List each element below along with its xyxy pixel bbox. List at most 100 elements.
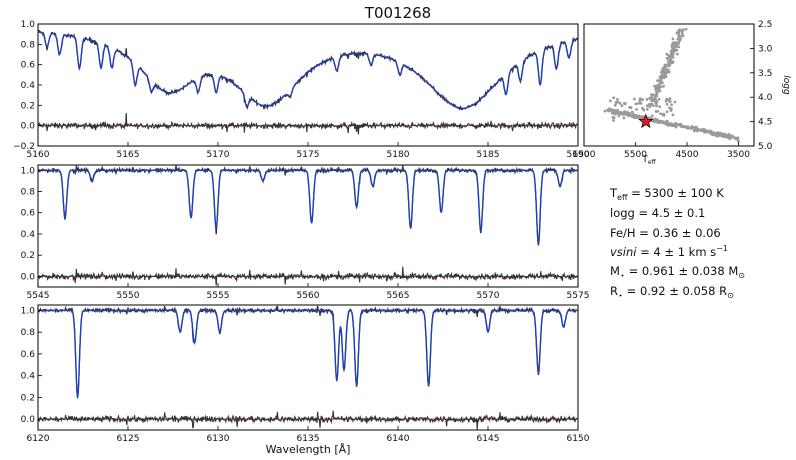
x-tick-label: 6120 — [27, 434, 50, 444]
y-tick-label: 0.2 — [21, 101, 35, 111]
hr-point — [618, 102, 622, 105]
residual-series — [37, 112, 579, 135]
hr-y-tick-label: 4.0 — [758, 93, 773, 103]
x-tick-label: 6130 — [207, 434, 230, 444]
hr-point — [645, 98, 649, 101]
model-spectrum — [38, 169, 578, 245]
param-vsini: vsini = 4 ± 1 km s−1 — [610, 244, 728, 259]
x-tick-label: 5170 — [207, 150, 230, 160]
hr-point — [676, 37, 680, 41]
hr-point — [657, 97, 661, 101]
x-tick-label: 5545 — [27, 291, 50, 301]
hr-point — [661, 70, 665, 74]
hr-y-tick-label: 5.0 — [758, 142, 773, 152]
hr-point — [675, 31, 679, 35]
x-tick-label: 5560 — [297, 291, 320, 301]
hr-point — [677, 34, 681, 38]
hr-point — [638, 114, 641, 118]
hr-x-tick-label: 4500 — [676, 150, 699, 160]
x-tick-label: 5190 — [567, 150, 590, 160]
hr-point — [620, 104, 624, 108]
hr-diagram: 6500 5500 4500 3500 2.5 3.0 3.5 4.0 4.5 5.0 Teff lo… — [573, 20, 791, 166]
hr-point — [677, 45, 681, 49]
y-tick-label: 0.4 — [21, 230, 36, 240]
hr-point — [671, 52, 675, 56]
hr-point — [662, 113, 666, 117]
y-tick-label: 1.0 — [21, 20, 36, 30]
param-logg: logg = 4.5 ± 0.1 — [610, 206, 706, 220]
hr-point — [650, 114, 654, 118]
hr-point — [683, 125, 687, 129]
hr-point — [606, 108, 609, 112]
hr-point — [726, 134, 730, 138]
hr-point — [671, 37, 675, 41]
hr-y-tick-label: 3.0 — [758, 44, 773, 54]
hr-point — [634, 102, 638, 106]
hr-point — [616, 100, 620, 104]
hr-point — [671, 61, 674, 65]
param-radius: R⋆ = 0.92 ± 0.058 R⊙ — [610, 284, 734, 300]
hr-point — [620, 112, 624, 115]
y-tick-label: 0.4 — [21, 81, 36, 91]
hr-point — [657, 82, 661, 86]
spectrum-segment-2: 5545 5550 5555 5560 5565 5570 5575 0.0 0.2 0.4 0.6… — [21, 164, 590, 301]
hr-point — [655, 104, 658, 108]
hr-point — [637, 102, 641, 105]
hr-point — [665, 119, 669, 123]
x-tick-label: 6140 — [387, 434, 410, 444]
hr-x-axis-label: Teff — [641, 155, 656, 166]
hr-point — [653, 98, 656, 102]
hr-point — [617, 111, 620, 115]
hr-point — [632, 114, 636, 118]
hr-point — [665, 52, 669, 56]
spectrum-segment-3: 6120 6125 6130 6135 6140 6145 6150 0.0 0.2 0.4 0.6… — [21, 304, 590, 444]
hr-point — [659, 121, 662, 124]
hr-point — [636, 116, 640, 120]
x-tick-label: 5575 — [567, 291, 590, 301]
hr-point — [681, 28, 685, 32]
model-spectrum — [38, 309, 578, 398]
hr-point — [674, 125, 678, 129]
hr-point — [658, 76, 662, 79]
hr-point — [611, 116, 615, 119]
x-tick-label: 5165 — [117, 150, 140, 160]
hr-point — [673, 123, 677, 127]
x-tick-label: 5180 — [387, 150, 410, 160]
target-star-marker — [638, 113, 654, 129]
observed-spectrum — [37, 29, 578, 111]
hr-point — [662, 84, 665, 88]
hr-y-tick-label: 3.5 — [758, 69, 772, 79]
hr-point — [654, 110, 658, 113]
x-tick-label: 5555 — [207, 291, 230, 301]
hr-point — [655, 95, 658, 98]
hr-point — [666, 98, 670, 102]
hr-point — [650, 102, 654, 106]
param-mass: M⋆ = 0.961 ± 0.038 M⊙ — [610, 264, 745, 280]
hr-point — [671, 113, 675, 117]
hr-point — [692, 126, 696, 130]
hr-point — [653, 120, 656, 124]
x-tick-label: 5550 — [117, 291, 140, 301]
hr-point — [711, 133, 714, 137]
hr-point — [616, 98, 619, 101]
hr-point — [639, 102, 643, 105]
y-tick-label: 0.8 — [21, 40, 36, 50]
y-tick-label: 0.6 — [21, 61, 36, 71]
hr-point — [665, 102, 669, 106]
hr-point — [670, 124, 673, 127]
hr-point — [667, 124, 670, 127]
param-teff: Teff = 5300 ± 100 K — [610, 186, 724, 202]
param-feh: Fe/H = 0.36 ± 0.06 — [610, 226, 721, 240]
hr-point — [663, 120, 666, 124]
hr-point — [617, 114, 621, 118]
hr-point — [677, 29, 680, 32]
hr-point — [666, 70, 669, 74]
y-tick-label: 0.0 — [21, 272, 36, 282]
hr-point — [665, 56, 669, 60]
hr-point — [631, 110, 634, 114]
hr-point — [670, 43, 674, 47]
hr-point — [715, 134, 719, 138]
residual-series — [37, 266, 579, 286]
hr-point — [730, 134, 734, 138]
x-tick-label: 6145 — [477, 434, 500, 444]
